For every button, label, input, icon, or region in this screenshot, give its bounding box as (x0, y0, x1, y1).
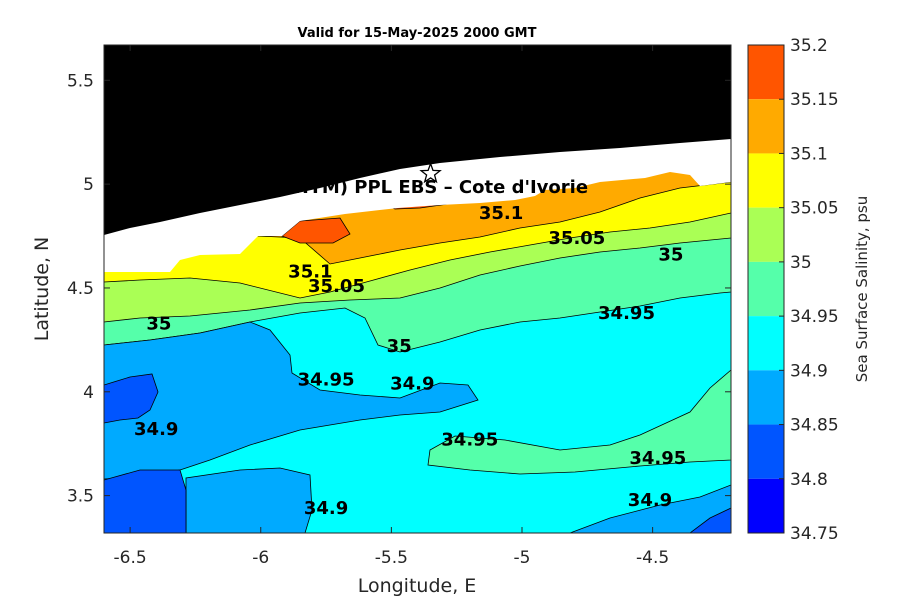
y-tick-label: 4 (83, 383, 94, 403)
chart-title: Valid for 15-May-2025 2000 GMT (298, 26, 537, 41)
band-34.85-34.90-south (185, 467, 313, 533)
colorbar-segment (748, 424, 784, 479)
x-axis: -6.5 -6 -5.5 -5 -4.5 (114, 45, 669, 568)
y-tick-label: 3.5 (67, 487, 94, 507)
y-tick-label: 4.5 (67, 279, 94, 299)
land-mass (104, 45, 731, 235)
y-axis: 5.5 5 4.5 4 3.5 (67, 71, 731, 507)
x-tick-label: -5 (514, 548, 531, 568)
colorbar-tick-label: 35 (790, 253, 812, 273)
x-axis-label: Longitude, E (358, 575, 477, 597)
colorbar-segment (748, 261, 784, 317)
colorbar-frame (747, 44, 785, 534)
band-34.80-34.85-southwest (104, 469, 187, 533)
contour-label: 34.95 (598, 303, 655, 324)
y-tick-label: 5 (83, 175, 94, 195)
colorbar-label: Sea Surface Salinity, psu (853, 196, 871, 382)
site-marker: A (ONHYM) PPL EBS – Cote d'Ivorie (235, 161, 588, 198)
contour-label: 35.05 (548, 228, 605, 249)
x-tick-label: -4.5 (636, 548, 669, 568)
star-icon (419, 161, 442, 184)
y-axis-label: Latitude, N (31, 237, 53, 342)
colorbar-tick-label: 34.9 (790, 361, 828, 381)
colorbar: 35.2 35.15 35.1 35.05 35 34.95 34.9 34.85 34.8 34… (747, 36, 839, 544)
band-34.80-34.85-northwest (104, 373, 159, 424)
contour-label: 35 (146, 313, 171, 334)
contour-label: 34.95 (441, 430, 498, 451)
colorbar-segment (748, 99, 784, 154)
colorbar-segment (748, 153, 784, 208)
colorbar-tick-label: 34.8 (790, 470, 828, 490)
colorbar-segment (748, 370, 784, 425)
colorbar-tick-label: 35.2 (790, 36, 828, 56)
contour-label: 35 (387, 336, 412, 357)
x-tick-label: -5.5 (375, 548, 408, 568)
colorbar-segment (748, 207, 784, 262)
colorbar-segment (748, 478, 784, 533)
band-34.80-34.85-southeast (689, 507, 731, 533)
colorbar-tick-label: 35.15 (790, 90, 839, 110)
contour-label: 34.9 (628, 490, 672, 511)
y-tick-label: 5.5 (67, 71, 94, 91)
colorbar-tick-label: 34.75 (790, 524, 839, 544)
contour-label: 35.1 (288, 261, 332, 282)
contour-label: 34.9 (390, 373, 434, 394)
site-label: A (ONHYM) PPL EBS – Cote d'Ivorie (235, 177, 588, 198)
colorbar-tick-label: 34.95 (790, 307, 839, 327)
band-34.85-34.90-southeast (569, 484, 731, 533)
contour-label: 34.9 (134, 419, 178, 440)
colorbar-segment (748, 316, 784, 371)
contour-label: 34.95 (629, 448, 686, 469)
x-tick-label: -6.5 (114, 548, 147, 568)
colorbar-tick-label: 35.05 (790, 199, 839, 219)
colorbar-tick-label: 35.1 (790, 144, 828, 164)
band-34.95-35.00-southeast (427, 369, 731, 475)
x-tick-label: -6 (252, 548, 269, 568)
contour-label: 35.05 (308, 276, 365, 297)
colorbar-tick-label: 34.85 (790, 416, 839, 436)
contour-label: 35.1 (479, 203, 523, 224)
colorbar-segment (748, 45, 784, 100)
contour-label: 35 (658, 245, 683, 266)
contour-label: 34.9 (304, 498, 348, 519)
plot-frame (103, 44, 732, 534)
contour-label: 34.95 (298, 369, 355, 390)
